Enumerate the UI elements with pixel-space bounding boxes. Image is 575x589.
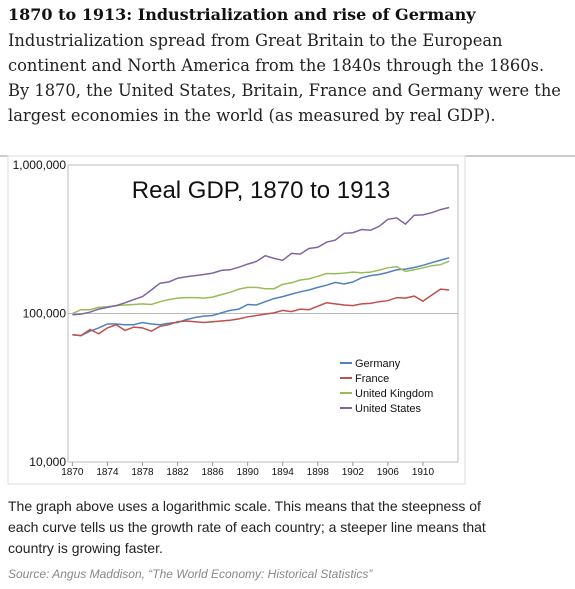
x-tick-label: 1886 <box>201 467 224 478</box>
chart-frame <box>7 155 466 485</box>
x-tick-label: 1902 <box>342 467 365 478</box>
series-line <box>72 288 450 337</box>
y-tick-label: 1,000,000 <box>13 158 67 172</box>
x-tick-label: 1878 <box>131 467 154 478</box>
x-tick-label: 1874 <box>96 467 119 478</box>
x-tick-label: 1906 <box>377 467 400 478</box>
header-title: 1870 to 1913: Industrialization and rise… <box>8 5 476 24</box>
intro-line: Industrialization spread from Great Brit… <box>8 31 503 50</box>
caption-line: country is growing faster. <box>8 540 163 556</box>
caption-line: each curve tells us the growth rate of e… <box>8 519 486 535</box>
x-tick-label: 1890 <box>237 467 260 478</box>
x-tick-label: 1894 <box>272 467 295 478</box>
chart-title: Real GDP, 1870 to 1913 <box>132 177 390 204</box>
x-tick-label: 1898 <box>307 467 330 478</box>
intro-line: largest economies in the world (as measu… <box>8 106 496 125</box>
y-tick-label: 10,000 <box>29 455 66 469</box>
x-tick-label: 1910 <box>412 467 435 478</box>
legend-label: United States <box>355 403 422 415</box>
legend-label: Germany <box>355 358 401 370</box>
x-tick-label: 1870 <box>61 467 84 478</box>
legend-label: United Kingdom <box>355 388 433 400</box>
y-tick-label: 100,000 <box>23 307 67 321</box>
series-line <box>72 257 450 337</box>
source: Source: Angus Maddison, “The World Econo… <box>8 567 373 581</box>
legend-label: France <box>355 373 389 385</box>
intro-line: continent and North America from the 184… <box>8 56 544 75</box>
intro-line: By 1870, the United States, Britain, Fra… <box>8 81 561 100</box>
series-line <box>72 206 450 316</box>
x-tick-label: 1882 <box>166 467 189 478</box>
caption-line: The graph above uses a logarithmic scale… <box>8 498 481 514</box>
series-line <box>72 260 450 315</box>
